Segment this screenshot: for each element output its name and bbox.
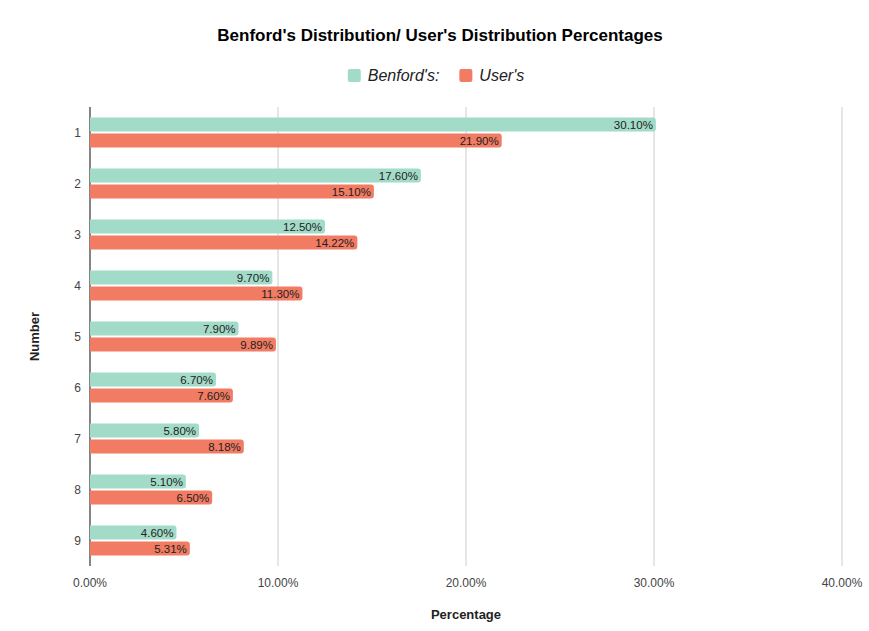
y-tick-label: 6 xyxy=(74,381,81,395)
bar xyxy=(90,542,190,556)
data-label: 30.10% xyxy=(614,119,653,131)
data-label: 9.70% xyxy=(237,272,270,284)
x-tick-label: 10.00% xyxy=(258,576,299,590)
bar xyxy=(90,271,272,285)
legend-swatch xyxy=(459,69,472,82)
legend-swatch xyxy=(348,69,361,82)
data-label: 6.70% xyxy=(180,374,213,386)
y-tick-label: 7 xyxy=(74,432,81,446)
y-tick-label: 4 xyxy=(74,279,81,293)
data-label: 11.30% xyxy=(261,288,299,300)
data-label: 4.60% xyxy=(141,527,174,539)
grid-line xyxy=(466,107,467,566)
y-tick-label: 1 xyxy=(74,126,81,140)
data-label: 8.18% xyxy=(208,441,241,453)
chart: Benford's Distribution/ User's Distribut… xyxy=(0,0,869,631)
x-tick-label: 40.00% xyxy=(822,576,863,590)
y-tick-label: 3 xyxy=(74,228,81,242)
data-label: 7.60% xyxy=(197,390,230,402)
data-label: 5.10% xyxy=(150,476,183,488)
bar xyxy=(90,118,656,132)
bar xyxy=(90,424,199,438)
data-label: 6.50% xyxy=(177,492,210,504)
legend-label: User's xyxy=(479,67,524,84)
bar xyxy=(90,475,186,489)
data-label: 21.90% xyxy=(460,135,499,147)
y-tick-label: 2 xyxy=(74,177,81,191)
bar xyxy=(90,169,421,183)
x-tick-label: 0.00% xyxy=(73,576,107,590)
bar xyxy=(90,236,357,250)
data-label: 5.31% xyxy=(154,543,187,555)
bar xyxy=(90,338,276,352)
y-axis-title: Number xyxy=(27,312,42,361)
data-label: 14.22% xyxy=(315,237,354,249)
bar xyxy=(90,185,374,199)
y-tick-label: 9 xyxy=(74,534,81,548)
legend: Benford's: User's xyxy=(348,67,524,84)
bar xyxy=(90,389,233,403)
y-tick-label: 8 xyxy=(74,483,81,497)
data-label: 9.89% xyxy=(240,339,273,351)
legend-label: Benford's: xyxy=(368,67,440,84)
data-label: 12.50% xyxy=(283,221,322,233)
bar xyxy=(90,373,216,387)
bars xyxy=(90,118,656,556)
y-tick-label: 5 xyxy=(74,330,81,344)
bar xyxy=(90,220,325,234)
data-labels: 30.10% 17.60% 12.50% 9.70% 7.90% 6.70% 5.80% 5.… xyxy=(141,119,653,555)
grid-line xyxy=(654,107,655,566)
data-label: 7.90% xyxy=(203,323,236,335)
bar xyxy=(90,440,244,454)
bar xyxy=(90,134,502,148)
bar xyxy=(90,526,176,540)
bar xyxy=(90,322,239,336)
x-axis-title: Percentage xyxy=(431,607,501,622)
grid-line xyxy=(842,107,843,566)
x-tick-label: 20.00% xyxy=(446,576,487,590)
data-label: 15.10% xyxy=(332,186,371,198)
bar xyxy=(90,287,302,301)
x-tick-label: 30.00% xyxy=(634,576,675,590)
data-label: 5.80% xyxy=(163,425,196,437)
bar xyxy=(90,491,212,505)
data-label: 17.60% xyxy=(379,170,418,182)
title: Benford's Distribution/ User's Distribut… xyxy=(217,26,662,45)
